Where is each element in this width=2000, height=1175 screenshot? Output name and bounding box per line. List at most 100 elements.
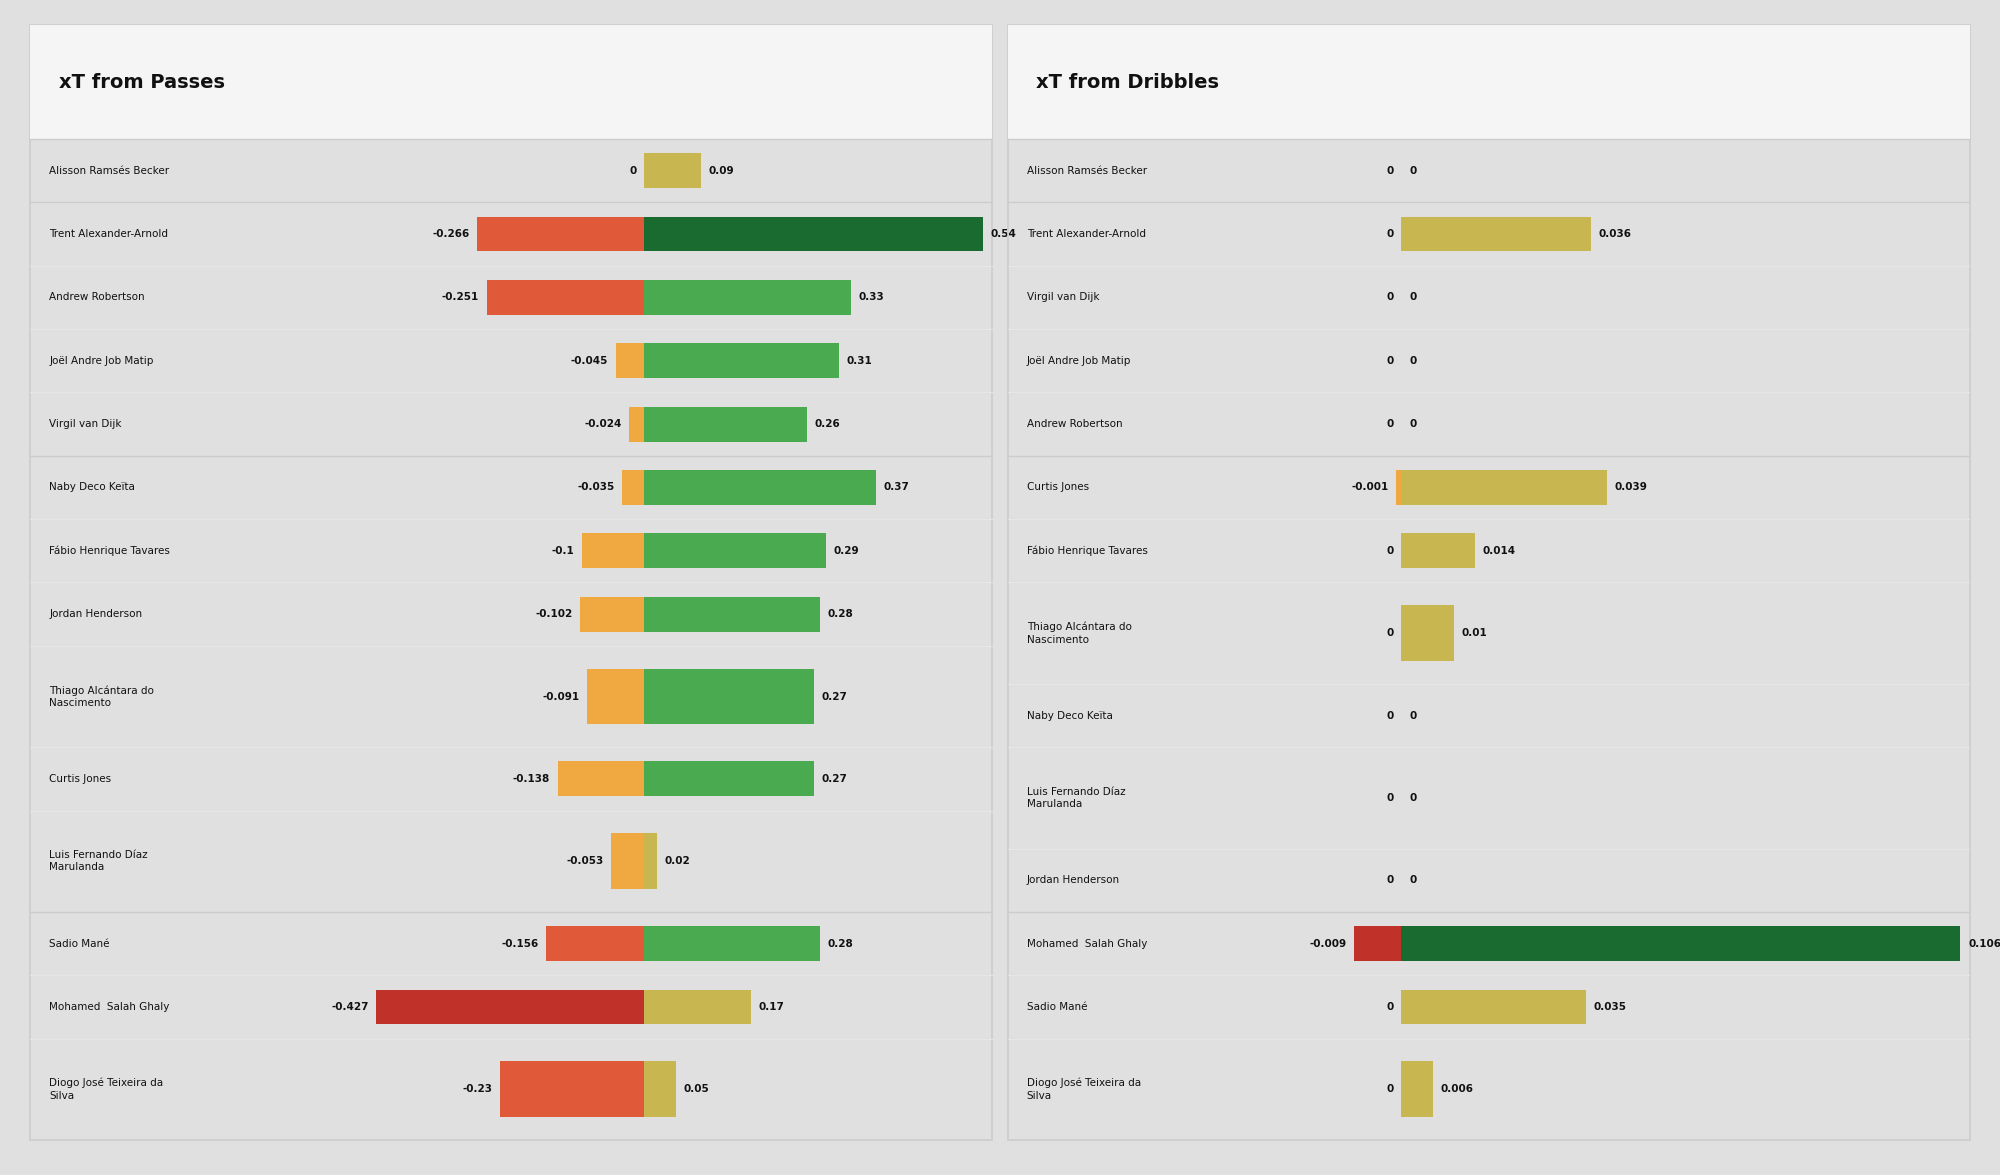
Text: Joël Andre Job Matip: Joël Andre Job Matip: [1026, 356, 1132, 365]
Text: Luis Fernando Díaz
Marulanda: Luis Fernando Díaz Marulanda: [1026, 787, 1126, 810]
Bar: [644, 533, 826, 569]
Text: Joël Andre Job Matip: Joël Andre Job Matip: [50, 356, 154, 365]
Text: Luis Fernando Díaz
Marulanda: Luis Fernando Díaz Marulanda: [50, 850, 148, 873]
Text: 0: 0: [1386, 1085, 1394, 1094]
Bar: [1402, 989, 1586, 1025]
Text: 0: 0: [1386, 166, 1394, 176]
Bar: [644, 470, 876, 505]
Bar: [612, 833, 644, 889]
Text: -0.266: -0.266: [432, 229, 470, 239]
Text: 0.035: 0.035: [1594, 1002, 1626, 1012]
Bar: [644, 343, 838, 378]
Text: 0.006: 0.006: [1440, 1085, 1474, 1094]
Text: 0: 0: [1410, 711, 1416, 720]
Text: 0.26: 0.26: [814, 419, 840, 429]
Text: 0: 0: [1410, 875, 1416, 885]
Text: Curtis Jones: Curtis Jones: [1026, 483, 1088, 492]
Text: Mohamed  Salah Ghaly: Mohamed Salah Ghaly: [50, 1002, 170, 1012]
Text: Jordan Henderson: Jordan Henderson: [1026, 875, 1120, 885]
Bar: [582, 533, 644, 569]
Text: 0: 0: [1386, 875, 1394, 885]
Text: Fábio Henrique Tavares: Fábio Henrique Tavares: [1026, 545, 1148, 556]
Bar: [644, 989, 750, 1025]
Text: xT from Passes: xT from Passes: [58, 73, 224, 92]
Text: -0.427: -0.427: [332, 1002, 368, 1012]
Text: 0: 0: [1386, 546, 1394, 556]
Bar: [588, 669, 644, 725]
Text: 0.09: 0.09: [708, 166, 734, 176]
Text: Andrew Robertson: Andrew Robertson: [1026, 419, 1122, 429]
Text: 0: 0: [1410, 419, 1416, 429]
Text: -0.251: -0.251: [442, 293, 480, 302]
Bar: [580, 597, 644, 632]
Text: -0.091: -0.091: [542, 692, 580, 701]
Text: 0: 0: [1386, 293, 1394, 302]
Text: 0.27: 0.27: [822, 774, 848, 784]
Text: xT from Dribbles: xT from Dribbles: [1036, 73, 1220, 92]
Bar: [644, 280, 852, 315]
Text: Andrew Robertson: Andrew Robertson: [50, 293, 144, 302]
Text: 0: 0: [1410, 166, 1416, 176]
Bar: [622, 470, 644, 505]
Text: Curtis Jones: Curtis Jones: [50, 774, 112, 784]
Text: 0: 0: [1386, 419, 1394, 429]
Text: -0.024: -0.024: [584, 419, 622, 429]
Text: Sadio Mané: Sadio Mané: [50, 939, 110, 948]
Bar: [500, 1061, 644, 1117]
Text: Alisson Ramsés Becker: Alisson Ramsés Becker: [50, 166, 170, 176]
Text: 0.039: 0.039: [1614, 483, 1648, 492]
Text: Naby Deco Keïta: Naby Deco Keïta: [50, 483, 136, 492]
Bar: [546, 926, 644, 961]
Bar: [644, 669, 814, 725]
Text: -0.156: -0.156: [502, 939, 538, 948]
Text: 0.036: 0.036: [1598, 229, 1632, 239]
Bar: [616, 343, 644, 378]
Text: Trent Alexander-Arnold: Trent Alexander-Arnold: [50, 229, 168, 239]
Text: Thiago Alcántara do
Nascimento: Thiago Alcántara do Nascimento: [50, 685, 154, 709]
Text: 0: 0: [1386, 1002, 1394, 1012]
Bar: [644, 833, 656, 889]
Text: Diogo José Teixeira da
Silva: Diogo José Teixeira da Silva: [50, 1077, 164, 1101]
Bar: [486, 280, 644, 315]
Text: 0: 0: [1386, 356, 1394, 365]
Bar: [1354, 926, 1402, 961]
Bar: [478, 216, 644, 251]
Bar: [30, 25, 992, 139]
Text: -0.001: -0.001: [1352, 483, 1388, 492]
Text: 0.31: 0.31: [846, 356, 872, 365]
Text: 0: 0: [630, 166, 636, 176]
Bar: [376, 989, 644, 1025]
Bar: [1402, 533, 1476, 569]
Bar: [1008, 25, 1970, 139]
Text: Naby Deco Keïta: Naby Deco Keïta: [1026, 711, 1112, 720]
Bar: [1396, 470, 1402, 505]
Text: 0.33: 0.33: [858, 293, 884, 302]
Text: 0.27: 0.27: [822, 692, 848, 701]
Bar: [1402, 216, 1592, 251]
Text: Diogo José Teixeira da
Silva: Diogo José Teixeira da Silva: [1026, 1077, 1140, 1101]
Text: 0.54: 0.54: [990, 229, 1016, 239]
Text: Jordan Henderson: Jordan Henderson: [50, 609, 142, 619]
Text: 0.28: 0.28: [828, 939, 854, 948]
Bar: [1402, 470, 1608, 505]
Bar: [1402, 605, 1454, 662]
Text: 0.29: 0.29: [834, 546, 860, 556]
Text: -0.23: -0.23: [462, 1085, 492, 1094]
Text: -0.053: -0.053: [566, 857, 604, 866]
Text: 0: 0: [1386, 629, 1394, 638]
Bar: [644, 761, 814, 797]
Text: 0.014: 0.014: [1482, 546, 1516, 556]
Bar: [644, 153, 700, 188]
Text: 0: 0: [1410, 293, 1416, 302]
Text: Virgil van Dijk: Virgil van Dijk: [50, 419, 122, 429]
Bar: [644, 216, 982, 251]
Text: 0.106: 0.106: [1968, 939, 2000, 948]
Text: -0.009: -0.009: [1310, 939, 1346, 948]
Text: 0: 0: [1386, 793, 1394, 803]
Text: Trent Alexander-Arnold: Trent Alexander-Arnold: [1026, 229, 1146, 239]
Bar: [630, 407, 644, 442]
Text: 0: 0: [1410, 356, 1416, 365]
Text: -0.102: -0.102: [536, 609, 572, 619]
Text: -0.045: -0.045: [570, 356, 608, 365]
Text: -0.138: -0.138: [512, 774, 550, 784]
